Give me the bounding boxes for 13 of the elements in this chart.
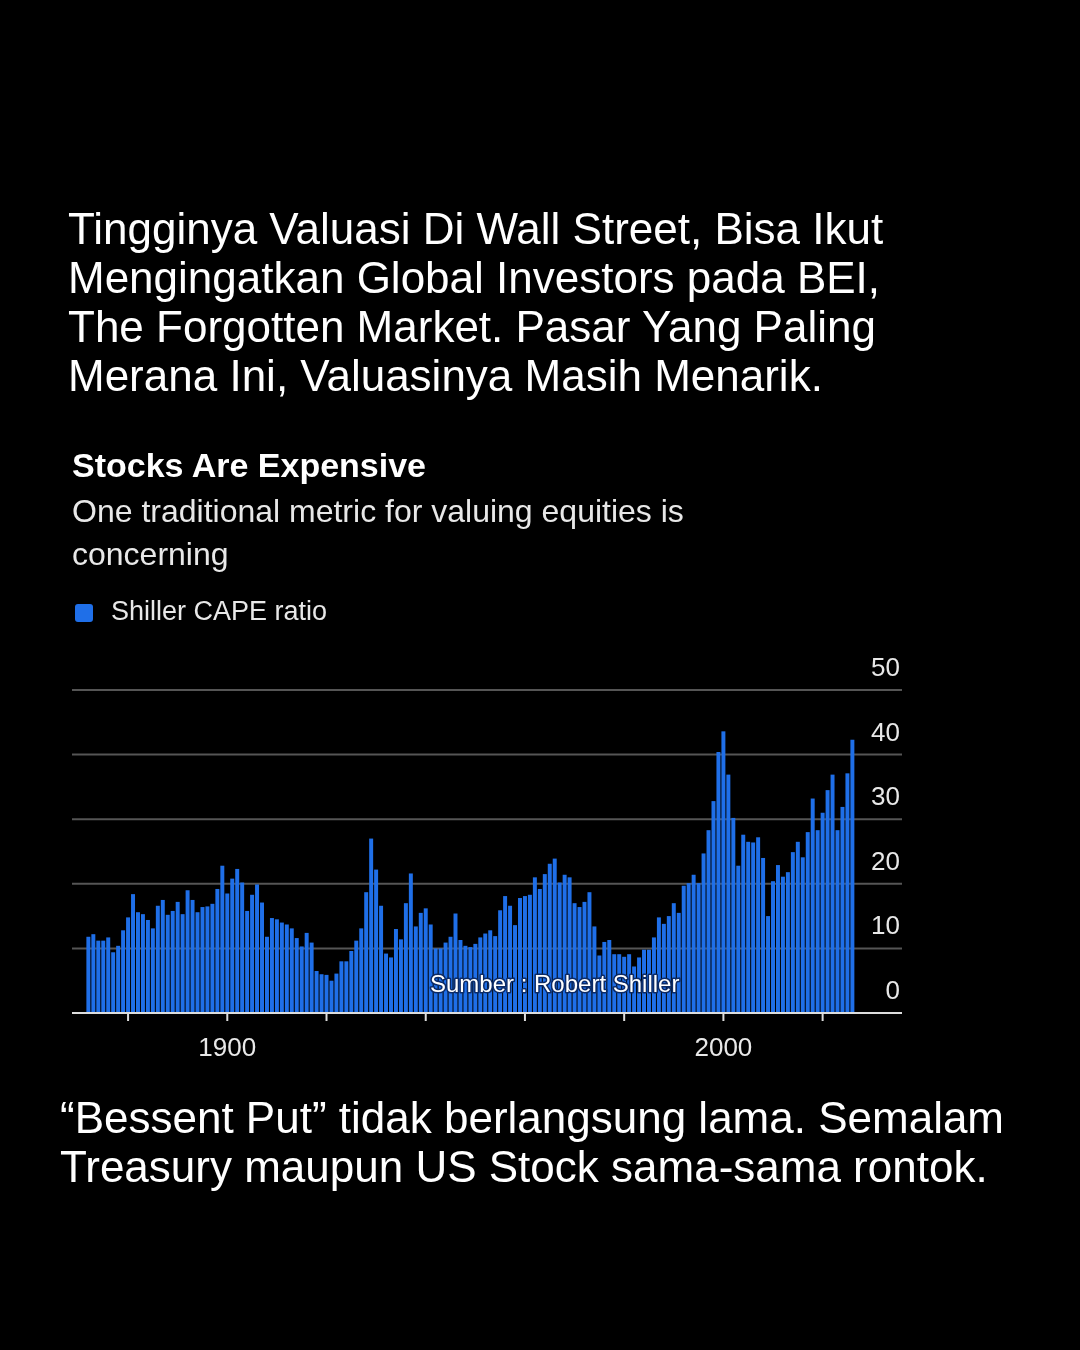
text: Tingginya Valuasi Di Wall Street, Bisa Ikut Mengingatkan Global Investors pada BEI, The Forgotten Market. Pasar Yang Paling Merana Ini, Valuasinya Masih Menarik. — [68, 204, 885, 400]
x-tick-label: 2000 — [694, 1032, 753, 1062]
x-tick-label: 1900 — [198, 1032, 257, 1062]
y-tick-label: 30 — [871, 781, 900, 812]
legend-label: Shiller CAPE ratio — [111, 596, 328, 626]
chart-title: Stocks Are Expensive — [72, 446, 428, 485]
y-tick-label: 20 — [871, 845, 900, 876]
chart-subtitle: One traditional metric for valuing equities is concerning — [72, 492, 685, 574]
y-tick-label: 0 — [885, 975, 900, 1005]
text: “Bessent Put” tidak berlangsung lama. Semalam Treasury maupun US Stock sama-sama rontok. — [60, 1093, 1006, 1191]
y-tick-label: 10 — [871, 910, 900, 941]
y-tick-label: 50 — [871, 652, 900, 682]
y-tick-label: 40 — [871, 716, 900, 747]
